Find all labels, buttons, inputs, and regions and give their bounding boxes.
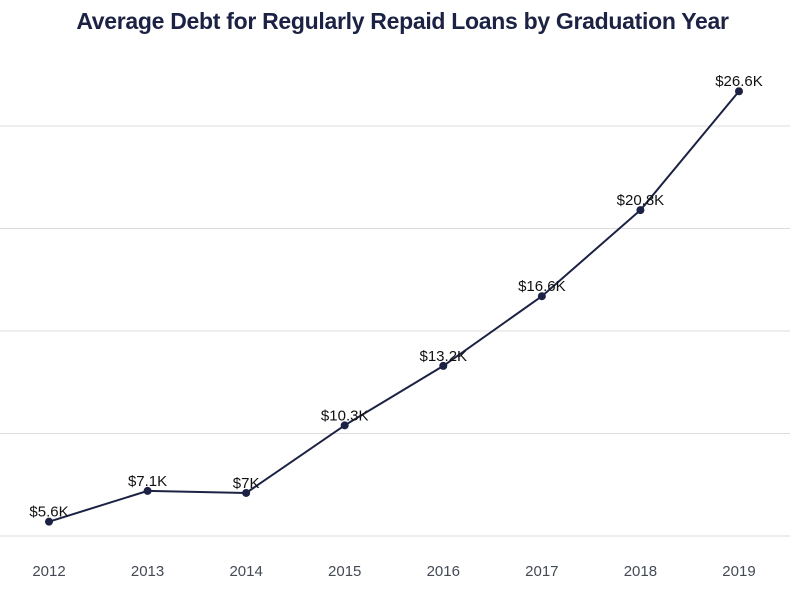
x-tick-label: 2017 [525,563,558,580]
x-tick-label: 2014 [229,563,262,580]
data-point [340,421,349,430]
chart-title: Average Debt for Regularly Repaid Loans … [76,8,729,34]
data-label: $5.6K [29,504,68,521]
x-axis-ticks: 2012 2013 2014 2015 2016 2017 2018 2019 [32,563,755,580]
x-tick-label: 2016 [427,563,460,580]
x-tick-label: 2019 [722,563,755,580]
data-point [45,517,53,526]
data-line [48,90,740,523]
data-point [439,361,448,370]
data-label: $10.3K [321,407,369,424]
data-label: $16.6K [518,278,566,295]
x-tick-label: 2018 [624,563,657,580]
data-point [143,486,152,495]
data-point [636,206,645,215]
x-tick-label: 2012 [32,563,65,580]
x-tick-label: 2013 [131,563,164,580]
gridlines [0,125,790,537]
data-label: $7.1K [128,473,167,490]
data-point [734,87,743,96]
data-point [537,292,546,301]
data-label: $20.8K [617,192,665,209]
data-label: $26.6K [715,73,763,90]
x-tick-label: 2015 [328,563,361,580]
data-point [242,488,251,497]
data-label: $7K [233,475,260,492]
data-label: $13.2K [420,348,468,365]
data-points [45,87,743,526]
data-labels: $5.6K $7.1K $7K $10.3K $13.2K $16.6K $20.8K $26… [29,73,762,520]
